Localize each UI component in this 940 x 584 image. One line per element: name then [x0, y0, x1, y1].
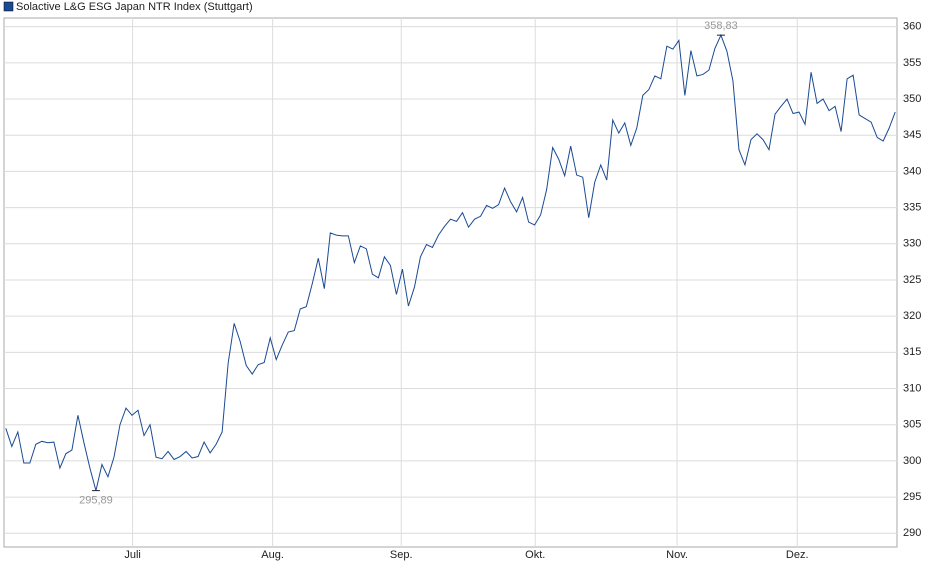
y-tick-label: 300: [903, 455, 921, 467]
x-tick-label: Nov.: [666, 549, 688, 561]
y-tick-label: 340: [903, 165, 921, 177]
x-tick-label: Aug.: [261, 549, 284, 561]
price-line: [5, 33, 896, 491]
y-tick-label: 310: [903, 382, 921, 394]
legend-label: Solactive L&G ESG Japan NTR Index (Stutt…: [16, 1, 253, 13]
y-tick-label: 290: [903, 527, 921, 539]
y-tick-label: 355: [903, 57, 921, 69]
x-tick-label: Sep.: [390, 549, 413, 561]
y-tick-label: 335: [903, 202, 921, 214]
plot-area: [3, 17, 898, 548]
y-tick-label: 330: [903, 238, 921, 250]
y-tick-label: 305: [903, 419, 921, 431]
y-tick-label: 320: [903, 310, 921, 322]
y-tick-label: 345: [903, 129, 921, 141]
x-tick-label: Dez.: [786, 549, 809, 561]
annotation-label: 358,83: [704, 20, 738, 32]
x-tick-label: Juli: [124, 549, 141, 561]
legend-swatch: [3, 1, 14, 12]
y-tick-label: 350: [903, 93, 921, 105]
y-tick-label: 325: [903, 274, 921, 286]
y-tick-label: 315: [903, 346, 921, 358]
y-tick-label: 295: [903, 491, 921, 503]
y-tick-label: 360: [903, 21, 921, 33]
annotation-label: 295,89: [79, 495, 113, 507]
x-tick-label: Okt.: [525, 549, 545, 561]
